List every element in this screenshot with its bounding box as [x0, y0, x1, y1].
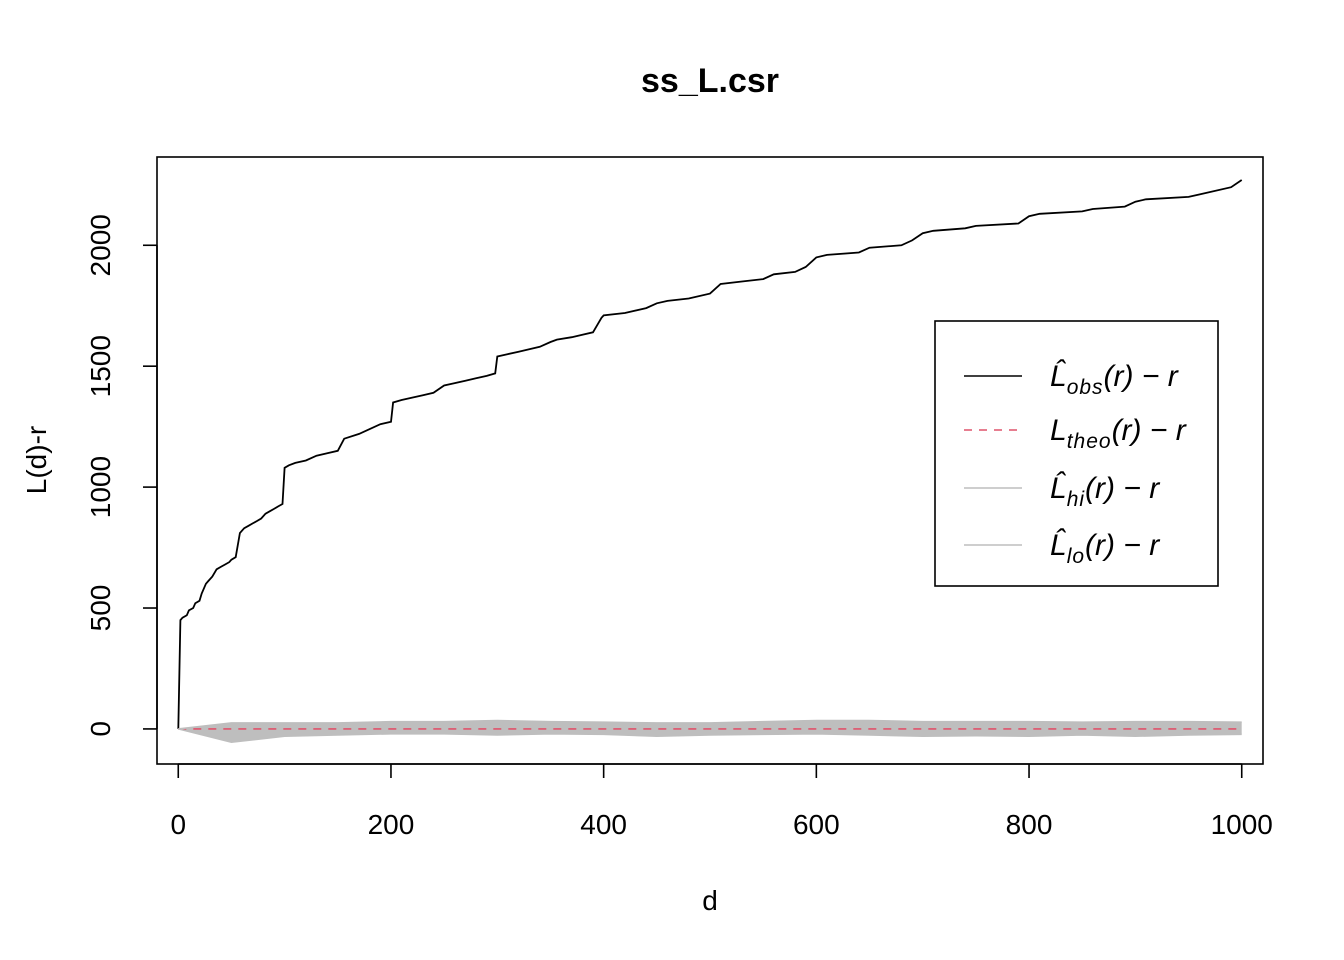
- hi-envelope-line: [178, 719, 1242, 730]
- series-lines: [177, 179, 1243, 744]
- y-tick-label: 0: [85, 721, 116, 737]
- legend-entry: Ltheo(r) − r: [1050, 414, 1187, 453]
- x-tick-label: 800: [1006, 809, 1053, 840]
- legend-box: [934, 320, 1219, 587]
- x-tick-label: 1000: [1211, 809, 1273, 840]
- y-tick-label: 1500: [85, 335, 116, 397]
- x-tick-label: 200: [368, 809, 415, 840]
- legend-entry: L̂obs(r) − r: [1050, 360, 1179, 399]
- lo-envelope-line: [178, 728, 1242, 744]
- y-axis: 0 500 1000 1500 2000: [85, 214, 158, 737]
- x-axis-label: d: [702, 885, 718, 916]
- y-tick-label: 2000: [85, 214, 116, 276]
- x-tick-label: 400: [580, 809, 627, 840]
- envelope-area: [178, 720, 1242, 743]
- x-axis: 0 200 400 600 800 1000: [170, 763, 1273, 840]
- x-tick-label: 600: [793, 809, 840, 840]
- y-tick-label: 500: [85, 585, 116, 632]
- chart-title: ss_L.csr: [641, 62, 779, 100]
- legend-entry: L̂hi(r) − r: [1050, 472, 1160, 511]
- envelope-band: [178, 720, 1242, 743]
- legend: L̂obs(r) − r Ltheo(r) − r L̂hi(r) − r L̂lo(…: [934, 320, 1219, 587]
- observed-line: [177, 179, 1243, 729]
- y-axis-label: L(d)-r: [21, 426, 52, 494]
- x-tick-label: 0: [170, 809, 186, 840]
- legend-entry: L̂lo(r) − r: [1050, 529, 1160, 568]
- y-tick-label: 1000: [85, 456, 116, 518]
